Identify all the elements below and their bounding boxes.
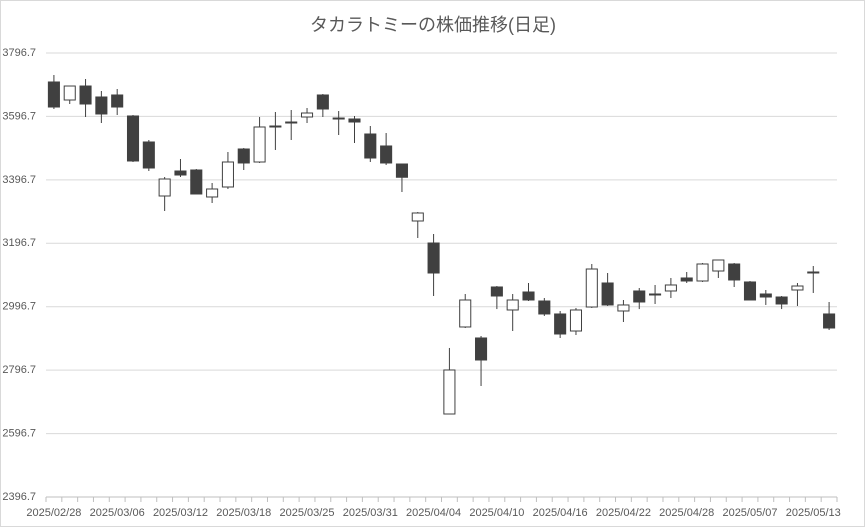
candle-body (712, 259, 725, 272)
candle-body (380, 145, 393, 164)
candle-body (601, 282, 614, 306)
candle-body (316, 94, 329, 110)
candle-body (142, 141, 155, 169)
candle-body (158, 178, 171, 197)
y-tick-label: 3396.7 (2, 174, 36, 186)
x-tick-label: 2025/03/06 (90, 507, 145, 519)
x-tick-label: 2025/03/25 (279, 507, 334, 519)
candle-body (743, 281, 757, 301)
candle-body (490, 286, 503, 297)
x-tick-label: 2025/04/22 (596, 507, 651, 519)
candle-body (364, 133, 377, 159)
candle-body (300, 112, 314, 118)
candle-body (617, 304, 630, 312)
candle-body (522, 291, 535, 301)
candle-body (554, 313, 567, 335)
x-tick-label: 2025/03/18 (216, 507, 271, 519)
candle-body (47, 81, 60, 108)
y-tick-label: 2796.7 (2, 364, 36, 376)
x-tick-label: 2025/04/28 (659, 507, 714, 519)
candle-body (585, 268, 598, 308)
candle-body (285, 121, 298, 124)
candle-body (664, 284, 677, 292)
candle-body (395, 163, 408, 178)
candle-body (79, 85, 92, 105)
candle-body (348, 118, 361, 123)
y-tick-label: 2996.7 (2, 301, 36, 313)
candle-body (696, 263, 709, 282)
x-tick-label: 2025/05/07 (722, 507, 777, 519)
x-tick-label: 2025/02/28 (26, 507, 81, 519)
y-tick-label: 2596.7 (2, 427, 36, 439)
candle-body (633, 290, 646, 303)
candle-body (538, 300, 551, 315)
x-tick-label: 2025/04/10 (469, 507, 524, 519)
candle-body (63, 85, 76, 101)
candle-body (759, 293, 772, 298)
candle-body (332, 117, 345, 120)
candle-body (111, 94, 124, 108)
y-tick-label: 3796.7 (2, 47, 36, 59)
x-tick-label: 2025/04/16 (533, 507, 588, 519)
candle-body (728, 263, 741, 281)
x-tick-label: 2025/05/13 (786, 507, 841, 519)
candle-body (221, 161, 234, 188)
candle-body (126, 115, 140, 162)
candle-body (823, 313, 836, 329)
x-tick-label: 2025/03/12 (153, 507, 208, 519)
candle-body (411, 212, 424, 222)
candle-body (253, 126, 266, 163)
candle-body (95, 96, 108, 115)
candle-body (427, 242, 440, 274)
y-tick-label: 2396.7 (2, 491, 36, 503)
candle-body (775, 296, 788, 305)
x-tick-label: 2025/04/04 (406, 507, 461, 519)
chart-title: タカラトミーの株価推移(日足) (310, 15, 556, 35)
candle-body (174, 170, 187, 176)
candle-body (791, 285, 804, 291)
candle-body (190, 169, 203, 195)
candle-body (237, 148, 250, 164)
candle-body (807, 271, 820, 274)
x-tick-label: 2025/03/31 (343, 507, 398, 519)
candle-body (206, 188, 219, 198)
candle-body (649, 293, 662, 296)
y-tick-label: 3196.7 (2, 237, 36, 249)
candle-body (475, 337, 488, 361)
candle-body (459, 299, 472, 328)
candle-body (443, 369, 456, 415)
y-tick-label: 3596.7 (2, 110, 36, 122)
candle-body (680, 277, 693, 282)
candle-body (269, 125, 282, 128)
candle-body (506, 299, 519, 311)
candle-body (569, 309, 583, 332)
